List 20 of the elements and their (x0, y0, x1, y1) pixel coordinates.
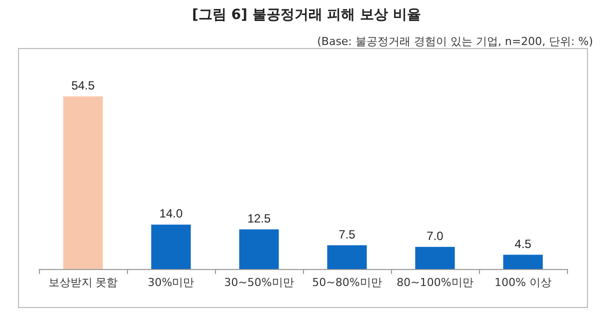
x-tick-label: 보상받지 못함 (48, 276, 118, 289)
data-label: 7.0 (426, 228, 444, 243)
data-label: 54.5 (71, 78, 95, 92)
x-tick-label: 30%미만 (148, 276, 194, 289)
chart-subtitle: (Base: 불공정거래 경험이 있는 기업, n=200, 단위: %) (317, 34, 593, 49)
bar (63, 96, 103, 269)
bar (415, 246, 455, 269)
data-label: 12.5 (247, 211, 271, 226)
bar (151, 224, 191, 269)
bar (503, 254, 543, 269)
x-tick-label: 80~100%미만 (396, 276, 474, 289)
data-label: 7.5 (338, 227, 356, 242)
x-tick-label: 50~80%미만 (312, 276, 382, 289)
x-tick-label: 100% 이상 (494, 276, 552, 289)
bar (327, 245, 367, 269)
x-tick-label: 30~50%미만 (224, 276, 294, 289)
data-label: 14.0 (159, 206, 183, 221)
chart-title: [그림 6] 불공정거래 피해 보상 비율 (191, 6, 422, 24)
data-label: 4.5 (514, 236, 532, 251)
bar (239, 229, 279, 269)
